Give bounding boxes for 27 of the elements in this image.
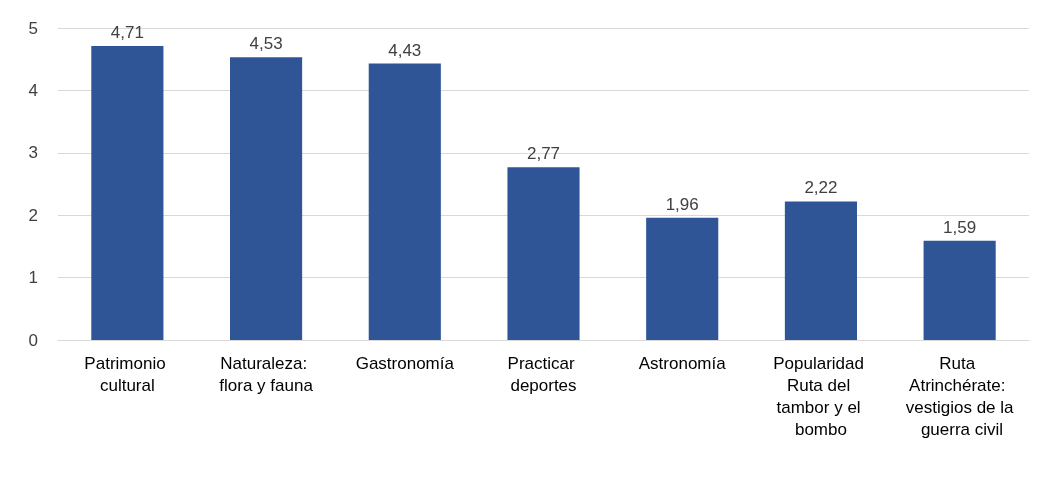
x-tick-label: Gastronomía	[355, 353, 455, 373]
bar	[646, 217, 719, 340]
data-label: 4,71	[110, 23, 144, 43]
bar	[91, 46, 164, 340]
bar	[230, 57, 303, 340]
y-tick-label: 3	[28, 143, 38, 163]
x-tick-label: Patrimonio cultural	[84, 353, 171, 395]
data-label: 4,43	[388, 40, 422, 60]
data-label: 2,22	[804, 178, 838, 198]
x-tick-label: Practicar deportes	[507, 353, 580, 395]
data-label: 1,59	[943, 217, 977, 237]
y-tick-label: 2	[28, 205, 38, 225]
x-tick-label: Astronomía	[638, 353, 727, 373]
data-label: 2,77	[526, 144, 561, 164]
x-tick-label: Naturaleza: flora y fauna	[219, 353, 314, 395]
bar	[784, 201, 857, 340]
y-tick-label: 5	[28, 18, 38, 38]
x-tick-label: Ruta Atrinchérate: vestigios de la guerra civil	[905, 353, 1015, 439]
data-label: 4,53	[249, 34, 283, 54]
bar	[507, 167, 580, 340]
y-tick-label: 4	[28, 80, 38, 100]
y-tick-label: 1	[28, 268, 38, 288]
data-label: 1,96	[665, 194, 699, 214]
y-tick-label: 0	[28, 330, 38, 350]
bar	[923, 240, 996, 340]
bar	[368, 63, 441, 340]
x-tick-label: Popularidad Ruta del tambor y el bombo	[773, 353, 869, 439]
